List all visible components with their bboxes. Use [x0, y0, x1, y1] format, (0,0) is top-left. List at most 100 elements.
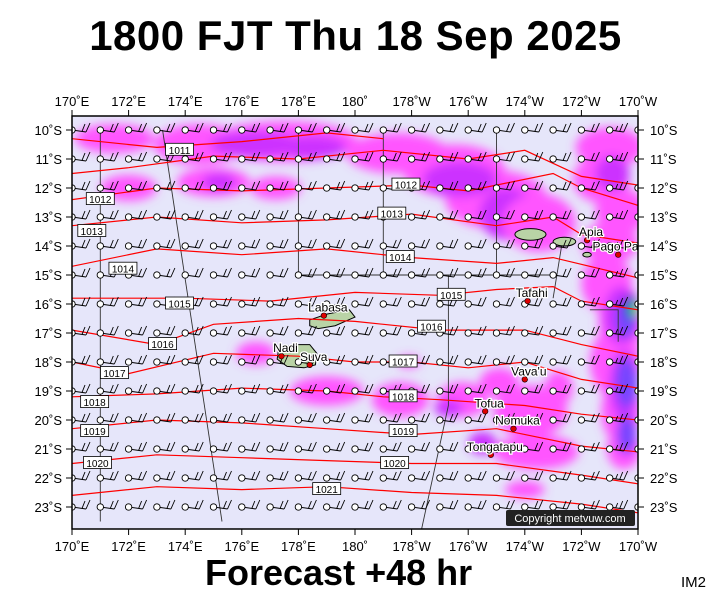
- wind-barb: [153, 441, 176, 453]
- wind-barb: [492, 122, 515, 134]
- wind-barb: [153, 122, 176, 134]
- wind-barb: [294, 383, 317, 395]
- wind-barb: [294, 499, 317, 511]
- place-marker: Nomuka: [494, 412, 541, 432]
- wind-barb: [606, 354, 629, 366]
- wind-barb: [323, 296, 346, 308]
- wind-barb: [549, 441, 572, 453]
- isobar-label: 1017: [388, 354, 418, 369]
- rain-patch: [493, 434, 579, 470]
- wind-barb: [181, 267, 204, 279]
- isobar-label: 1019: [80, 424, 110, 438]
- wind-barb: [436, 238, 459, 250]
- svg-text:Vava'u: Vava'u: [511, 364, 546, 378]
- wind-barb: [323, 499, 346, 511]
- svg-text:1014: 1014: [112, 265, 135, 276]
- rain-patch: [575, 127, 638, 168]
- place-marker: Tongatapu: [466, 439, 524, 458]
- wind-barb: [351, 151, 374, 163]
- wind-barb: [407, 122, 431, 134]
- longitude-label: 178˚W: [392, 539, 431, 554]
- wind-barb: [492, 354, 515, 366]
- wind-barb: [379, 470, 402, 482]
- wind-barb: [209, 238, 232, 250]
- latitude-label: 11˚S: [650, 152, 677, 167]
- wind-barb: [577, 151, 600, 163]
- longitude-label: 172˚W: [562, 94, 601, 109]
- svg-text:1015: 1015: [440, 291, 463, 302]
- wind-barb: [521, 470, 544, 482]
- svg-text:1015: 1015: [168, 300, 191, 311]
- wind-barb: [577, 122, 600, 134]
- wind-barb: [96, 122, 119, 134]
- wind-barb: [238, 238, 261, 250]
- wind-barb: [606, 412, 629, 424]
- svg-text:Labasa: Labasa: [308, 301, 348, 315]
- rain-patch: [615, 356, 638, 409]
- wind-barb: [181, 209, 204, 221]
- wind-barb: [266, 383, 289, 395]
- wind-barb: [209, 151, 232, 163]
- place-marker: Pago Pago: [591, 238, 638, 258]
- longitude-label: 174˚W: [506, 539, 545, 554]
- wind-barb: [323, 412, 346, 424]
- wind-barb: [606, 441, 629, 453]
- wind-barb: [436, 122, 459, 134]
- wind-barb: [181, 180, 204, 192]
- isobar-line: [72, 454, 638, 485]
- island: [514, 228, 547, 241]
- wind-barb: [294, 412, 317, 424]
- isobar-label: 1018: [80, 395, 110, 409]
- latitude-label: 22˚S: [650, 471, 678, 486]
- wind-barb: [549, 180, 572, 192]
- wind-barb: [492, 412, 515, 424]
- isobar-label: 1017: [100, 366, 129, 380]
- wind-barb: [436, 209, 459, 221]
- wind-barb: [521, 122, 544, 134]
- wind-barb: [323, 180, 346, 192]
- wind-barb: [181, 470, 204, 482]
- wind-barb: [464, 267, 487, 279]
- wind-barb: [379, 151, 402, 163]
- wind-barb: [266, 151, 289, 163]
- rain-patch: [278, 135, 347, 159]
- latitude-label: 21˚S: [35, 442, 63, 457]
- wind-barb: [266, 441, 289, 453]
- longitude-label: 178˚W: [392, 94, 431, 109]
- wind-barb: [266, 499, 289, 511]
- isobar-label: 1020: [83, 456, 112, 470]
- isobar-label: 1012: [85, 192, 115, 206]
- longitude-label: 172˚E: [111, 539, 146, 554]
- boundary-line: [421, 275, 449, 529]
- latitude-label: 12˚S: [650, 181, 678, 196]
- wind-barb: [492, 325, 515, 337]
- wind-barb: [181, 354, 204, 366]
- wind-barb: [351, 383, 374, 395]
- wind-barb: [323, 209, 346, 221]
- wind-barb: [464, 151, 487, 163]
- isobar-label: 1012: [391, 177, 421, 192]
- svg-text:1011: 1011: [169, 146, 191, 157]
- wind-barb: [351, 470, 374, 482]
- wind-barb: [492, 209, 515, 221]
- wind-barb: [209, 470, 232, 482]
- wind-barb: [209, 441, 232, 453]
- latitude-label: 17˚S: [650, 326, 678, 341]
- wind-barb: [606, 209, 629, 221]
- wind-barb: [549, 412, 572, 424]
- wind-barb: [266, 238, 289, 250]
- wind-barb: [492, 296, 515, 308]
- wind-barb: [464, 296, 487, 308]
- wind-barb: [379, 238, 402, 250]
- place-marker: Suva: [299, 349, 329, 369]
- isobar-labels: 1011 1012 1012 1013 1013 1014 1014 1015 1015 1016…: [77, 142, 466, 496]
- wind-barb: [238, 325, 261, 337]
- wind-barb: [124, 441, 148, 453]
- wind-barb: [407, 151, 431, 163]
- wind-barb: [323, 151, 346, 163]
- wind-barb: [379, 325, 402, 337]
- longitude-label: 176˚E: [224, 539, 259, 554]
- rain-patch: [504, 480, 545, 499]
- wind-barb: [351, 296, 374, 308]
